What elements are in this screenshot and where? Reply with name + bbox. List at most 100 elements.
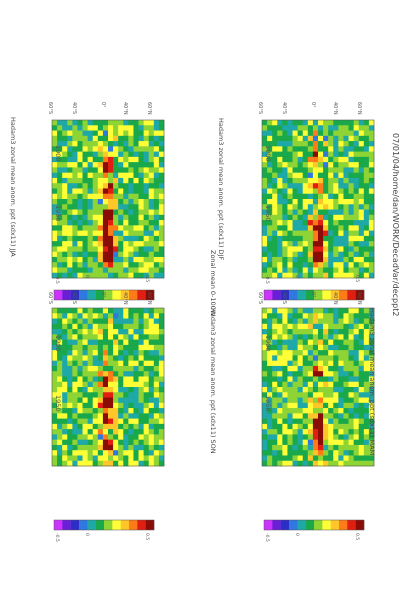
heatmap-cell xyxy=(297,397,304,404)
heatmap-cell xyxy=(267,402,273,409)
heatmap-cell xyxy=(92,262,99,268)
heatmap-cell xyxy=(148,308,155,314)
heatmap-cell xyxy=(267,313,273,319)
heatmap-cell xyxy=(102,262,109,268)
heatmap-cell xyxy=(277,272,283,279)
x-tick-djf-1950: 1950 xyxy=(264,205,272,222)
heatmap-cell xyxy=(67,156,73,163)
heatmap-cell xyxy=(72,360,78,367)
colorbar-swatch xyxy=(297,520,306,530)
heatmap-cell xyxy=(272,329,278,335)
heatmap-cell xyxy=(118,450,124,456)
heatmap-cell xyxy=(312,204,319,210)
heatmap-cell xyxy=(328,313,334,319)
heatmap-cell xyxy=(272,235,278,242)
heatmap-cell xyxy=(262,225,268,231)
heatmap-cell xyxy=(82,193,88,200)
heatmap-cell xyxy=(148,460,155,467)
heatmap-cell xyxy=(108,371,114,377)
heatmap-cell xyxy=(138,230,144,237)
heatmap-cell xyxy=(267,455,273,462)
heatmap-cell xyxy=(368,146,375,152)
heatmap-cell xyxy=(272,120,278,126)
heatmap-cell xyxy=(328,241,334,247)
heatmap-cell xyxy=(62,177,68,184)
heatmap-cell xyxy=(87,339,94,346)
heatmap-cell xyxy=(87,360,94,367)
heatmap-cell xyxy=(348,355,354,361)
heatmap-cell xyxy=(62,318,68,325)
heatmap-cell xyxy=(262,120,268,126)
heatmap-cell xyxy=(343,188,349,195)
heatmap-cell xyxy=(118,256,124,263)
heatmap-cell xyxy=(267,146,273,152)
colorbar-frame-3 xyxy=(53,519,155,531)
heatmap-cell xyxy=(353,225,360,231)
heatmap-cell xyxy=(323,120,329,126)
heatmap-cell xyxy=(363,235,370,242)
heatmap-cell xyxy=(363,429,370,435)
heatmap-cell xyxy=(102,167,109,173)
heatmap-cell xyxy=(113,350,119,356)
heatmap-cell xyxy=(138,135,144,142)
heatmap-cell xyxy=(72,188,78,195)
heatmap-cell xyxy=(272,339,278,346)
heatmap-cell xyxy=(62,360,68,367)
heatmap-cell xyxy=(297,162,304,168)
heatmap-cell xyxy=(158,350,165,356)
heatmap-cell xyxy=(143,188,150,195)
heatmap-cell xyxy=(97,183,104,189)
heatmap-cell xyxy=(282,397,288,404)
heatmap-cell xyxy=(267,246,273,252)
heatmap-cell xyxy=(292,193,298,200)
heatmap-cell xyxy=(307,183,314,189)
colorbar-swatch xyxy=(62,290,71,300)
heatmap-cell xyxy=(77,183,83,189)
heatmap-cell xyxy=(123,402,129,409)
heatmap-cell xyxy=(123,355,129,361)
heatmap-cell xyxy=(148,214,155,221)
heatmap-cell xyxy=(52,318,58,325)
heatmap-cell xyxy=(358,156,365,163)
heatmap-cell xyxy=(302,455,309,462)
heatmap-cell xyxy=(338,199,344,205)
heatmap-cell xyxy=(267,204,273,210)
heatmap-cell xyxy=(338,455,344,462)
heatmap-cell xyxy=(318,241,324,247)
heatmap-cell xyxy=(312,392,319,398)
heatmap-cell xyxy=(123,214,129,221)
heatmap-cell xyxy=(323,350,329,356)
heatmap-cell xyxy=(82,429,88,435)
heatmap-cell xyxy=(72,381,78,388)
heatmap-cell xyxy=(267,308,273,314)
colorbar-swatch xyxy=(272,520,281,530)
heatmap-cell xyxy=(57,141,63,147)
heatmap-cell xyxy=(343,156,349,163)
heatmap-cell xyxy=(272,334,278,340)
heatmap-cell xyxy=(57,262,63,268)
heatmap-cell xyxy=(277,230,283,237)
heatmap-cell xyxy=(272,162,278,168)
heatmap-cell xyxy=(272,392,278,398)
heatmap-cell xyxy=(118,334,124,340)
heatmap-cell xyxy=(277,450,283,456)
heatmap-cell xyxy=(92,120,99,126)
heatmap-cell xyxy=(282,256,288,263)
heatmap-cell xyxy=(128,267,134,274)
heatmap-cell xyxy=(123,230,129,237)
heatmap-cell xyxy=(148,167,155,173)
heatmap-cell xyxy=(302,329,309,335)
heatmap-cell xyxy=(82,209,88,216)
heatmap-cell xyxy=(323,220,329,226)
heatmap-cell xyxy=(57,355,63,361)
heatmap-cell xyxy=(312,339,319,346)
heatmap-cell xyxy=(282,402,288,409)
colorbar-swatch xyxy=(289,520,298,530)
heatmap-cell xyxy=(343,183,349,189)
heatmap-cell xyxy=(133,365,139,372)
heatmap-cell xyxy=(353,392,360,398)
heatmap-cell xyxy=(133,125,139,131)
heatmap-cell xyxy=(348,188,354,195)
heatmap-cell xyxy=(153,209,160,216)
heatmap-cell xyxy=(267,365,273,372)
